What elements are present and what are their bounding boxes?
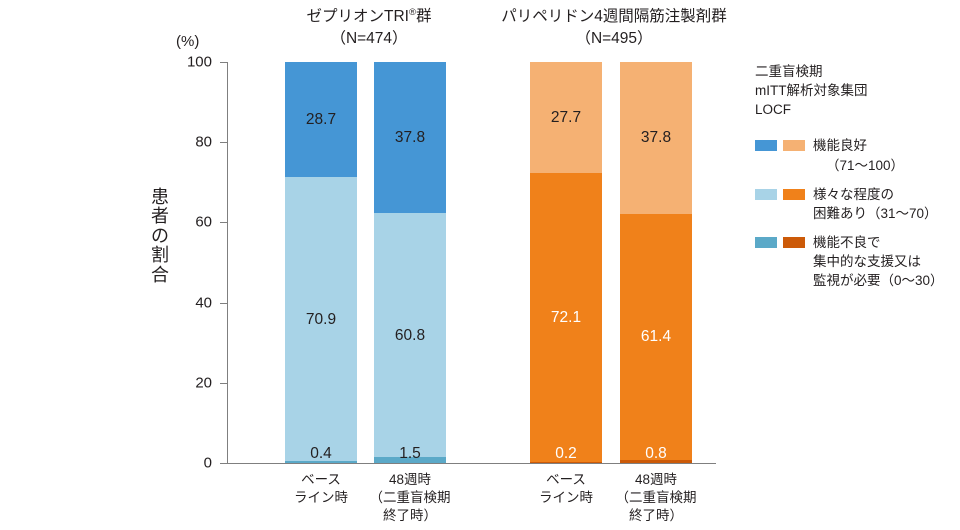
y-axis-line — [227, 62, 228, 464]
stacked-bar[interactable]: 1.5 60.8 37.8 — [374, 61, 446, 463]
legend-item[interactable]: 機能良好 （71〜100） — [755, 136, 955, 174]
bar-segment[interactable] — [620, 62, 692, 214]
bar-segment[interactable] — [620, 459, 692, 463]
legend-header-line: mITT解析対象集団 — [755, 83, 868, 99]
legend-swatches — [755, 136, 805, 152]
legend: 二重盲検期 mITT解析対象集団 LOCF 機能良好 （71〜100） 様々な程度の… — [755, 62, 955, 301]
stacked-bar[interactable]: 0.8 61.4 37.8 — [620, 62, 692, 463]
bar-segment[interactable] — [530, 173, 602, 463]
legend-swatch-orange — [783, 140, 805, 152]
legend-item-label-line: 機能良好 — [813, 138, 867, 154]
legend-item-label-line: （71〜100） — [826, 157, 905, 173]
y-axis-tick — [220, 382, 227, 384]
legend-item[interactable]: 機能不良で集中的な支援又は監視が必要（0〜30） — [755, 233, 955, 290]
y-axis-title-char: 者 — [151, 206, 169, 227]
legend-item-label-line: 機能不良で — [813, 235, 881, 251]
bar-segment[interactable] — [374, 61, 446, 214]
x-axis-tick-label: ベース ライン時 — [507, 471, 625, 507]
legend-swatches — [755, 185, 805, 200]
legend-item-label-line: 困難あり（31〜70） — [813, 205, 938, 221]
x-axis-tick-label: 48週時 （二重盲検期 終了時） — [351, 471, 469, 525]
legend-swatch-blue — [755, 237, 777, 249]
group-title-left-suffix: 群 — [415, 8, 432, 25]
y-axis-tick-label: 40 — [195, 294, 212, 312]
y-axis-tick-label: 20 — [195, 374, 212, 392]
y-axis-title-char: 患 — [151, 187, 169, 207]
bar-segment[interactable] — [374, 213, 446, 457]
legend-swatch-orange — [783, 237, 805, 249]
y-axis-unit: (%) — [176, 33, 200, 50]
legend-header-line: 二重盲検期 — [755, 64, 823, 79]
x-axis-tick-label-line: 48週時 — [388, 472, 432, 487]
y-axis-title-char: の — [151, 225, 169, 246]
legend-item-label: 機能不良で集中的な支援又は監視が必要（0〜30） — [813, 233, 944, 290]
legend-rows: 機能良好 （71〜100） 様々な程度の困難あり（31〜70） 機能不良で集中的な支援… — [755, 136, 955, 290]
x-axis-tick-label-line: （二重盲検期 — [369, 489, 451, 505]
x-axis-tick-label: ベース ライン時 — [262, 471, 380, 507]
x-axis-tick-label-line: 終了時） — [629, 507, 683, 523]
legend-item-label-line: 監視が必要（0〜30） — [813, 273, 944, 289]
y-axis-title: 患 者 の 割 合 — [147, 187, 173, 285]
group-title-right: パリペリドン4週間隔筋注製剤群 （N=495） — [480, 6, 748, 50]
y-axis-tick-label: 80 — [195, 133, 212, 151]
y-axis-tick — [220, 463, 227, 464]
y-axis-tick-label: 0 — [203, 454, 212, 472]
y-axis-title-char: 合 — [151, 264, 169, 285]
legend-swatches — [755, 233, 805, 249]
group-title-right-line1: パリペリドン4週間隔筋注製剤群 — [501, 8, 727, 25]
x-axis-tick-label-line: （二重盲検期 — [615, 489, 697, 505]
x-axis-tick-label-line: ベース — [301, 472, 341, 487]
x-axis-tick-label-line: 48週時 — [634, 472, 678, 487]
group-title-left-line1: ゼプリオンTRI®群 — [258, 6, 480, 28]
y-axis-title-char: 割 — [151, 245, 169, 266]
stacked-bar[interactable]: 0.4 70.9 28.7 — [285, 62, 357, 463]
x-axis-tick-label: 48週時 （二重盲検期 終了時） — [597, 471, 715, 525]
bar-segment[interactable] — [374, 457, 446, 463]
legend-swatch-orange — [783, 188, 805, 200]
legend-item[interactable]: 様々な程度の困難あり（31〜70） — [755, 185, 955, 223]
legend-item-label: 様々な程度の困難あり（31〜70） — [813, 185, 938, 223]
legend-item-label: 機能良好 （71〜100） — [813, 136, 904, 174]
y-axis-tick — [220, 62, 227, 63]
legend-swatch-blue — [755, 140, 777, 152]
x-axis-line — [227, 463, 716, 464]
legend-header: 二重盲検期 mITT解析対象集団 LOCF — [755, 62, 955, 119]
x-axis-tick-label-line: 終了時） — [383, 507, 437, 523]
registered-trademark-icon: ® — [408, 6, 416, 18]
bar-segment[interactable] — [285, 177, 357, 462]
bar-segment[interactable] — [530, 62, 602, 174]
x-axis-tick-label-line: ライン時 — [539, 489, 593, 505]
stacked-bar[interactable]: 0.2 72.1 27.7 — [530, 62, 602, 463]
legend-header-line: LOCF — [755, 102, 792, 118]
group-title-left: ゼプリオンTRI®群 （N=474） — [258, 6, 480, 50]
x-axis-tick-label-line: ライン時 — [294, 489, 348, 505]
legend-item-label-line: 集中的な支援又は — [813, 254, 921, 270]
bar-segment[interactable] — [285, 62, 357, 178]
x-axis-tick-label-line: ベース — [546, 472, 586, 487]
bar-segment[interactable] — [285, 461, 357, 463]
y-axis-tick — [220, 222, 227, 224]
group-title-left-text: ゼプリオンTRI — [306, 8, 409, 25]
group-title-right-line2: （N=495） — [575, 30, 653, 47]
legend-item-label-line: 様々な程度の — [813, 186, 894, 202]
y-axis-tick — [220, 302, 227, 304]
y-axis-tick-label: 60 — [195, 213, 212, 231]
bar-segment[interactable] — [530, 462, 602, 463]
group-title-left-line2: （N=474） — [330, 30, 408, 47]
bar-segment[interactable] — [620, 213, 692, 460]
y-axis-tick-label: 100 — [186, 53, 212, 71]
y-axis-tick — [220, 142, 227, 144]
legend-swatch-blue — [755, 188, 777, 200]
